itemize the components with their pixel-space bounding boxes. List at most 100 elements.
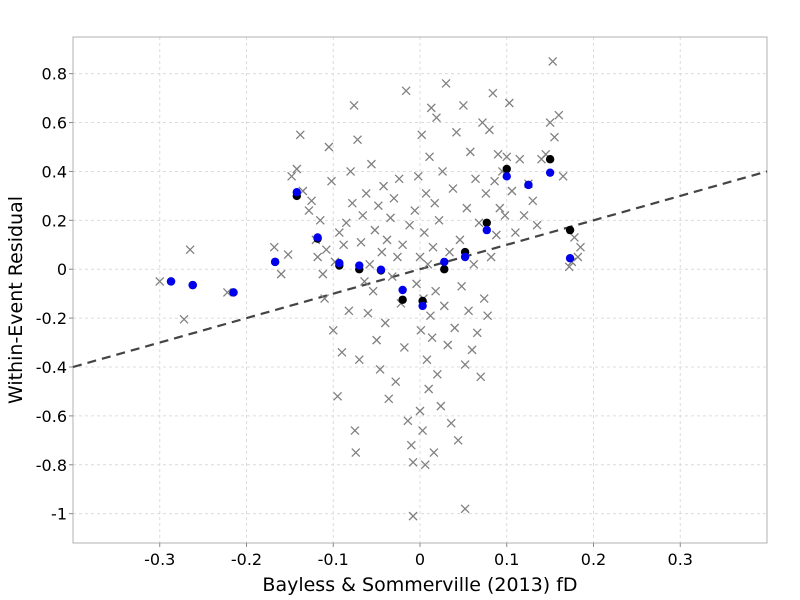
data-point-x	[401, 86, 411, 96]
data-point-x	[423, 259, 433, 269]
data-point-circle	[376, 265, 386, 274]
data-point-x	[500, 210, 510, 220]
data-point-x	[558, 171, 568, 181]
data-point-circle	[292, 188, 302, 197]
data-point-x	[405, 220, 415, 230]
data-point-x	[441, 78, 451, 88]
data-point-x	[403, 416, 413, 426]
data-point-circle	[545, 155, 555, 164]
grid-lines	[73, 37, 767, 543]
data-point-x	[430, 198, 440, 208]
x-tick-label: 0	[415, 550, 425, 569]
data-point-x	[321, 245, 331, 255]
data-point-x	[269, 242, 279, 252]
data-point-x	[413, 171, 423, 181]
data-point-x	[472, 328, 482, 338]
y-tick-label: 0.8	[42, 65, 67, 84]
data-point-x	[380, 318, 390, 328]
data-point-x	[398, 240, 408, 250]
data-point-x	[417, 130, 427, 140]
data-point-x	[373, 201, 383, 211]
data-point-circle	[398, 285, 407, 295]
data-point-circle	[335, 258, 344, 268]
data-point-x	[488, 88, 498, 98]
data-point-x	[292, 164, 302, 174]
data-point-circle	[418, 301, 427, 311]
data-point-circle	[545, 168, 555, 177]
data-point-x	[532, 220, 542, 230]
data-point-circle	[460, 252, 470, 262]
data-point-x	[307, 196, 317, 206]
data-point-x	[446, 418, 456, 428]
data-point-x	[410, 206, 420, 216]
y-tick-label: -0.2	[36, 309, 67, 328]
data-point-x	[354, 355, 364, 365]
data-point-x	[384, 394, 394, 404]
data-point-x	[185, 245, 195, 255]
data-point-circle	[482, 218, 491, 227]
data-point-x	[431, 286, 441, 296]
x-tick-label: 0.2	[581, 550, 606, 569]
data-point-x	[399, 342, 409, 352]
data-point-x	[422, 355, 432, 365]
x-tick-label: -0.1	[318, 550, 349, 569]
data-point-x	[328, 325, 338, 335]
x-tick-label: -0.3	[144, 550, 175, 569]
data-point-x	[416, 325, 426, 335]
data-point-x	[491, 230, 501, 240]
data-point-x	[408, 457, 418, 467]
data-point-x	[481, 188, 491, 198]
data-point-x	[366, 159, 376, 169]
data-point-x	[436, 401, 446, 411]
data-point-x	[382, 235, 392, 245]
data-point-x	[507, 186, 517, 196]
x-tick-label: 0.1	[494, 550, 519, 569]
x-tick-label: 0.3	[668, 550, 693, 569]
data-point-x	[394, 174, 404, 184]
data-point-x	[432, 113, 441, 123]
data-point-x	[576, 242, 585, 252]
data-point-x	[412, 279, 421, 289]
data-point-x	[363, 308, 373, 318]
y-tick-label: -0.8	[36, 456, 67, 475]
data-point-circle	[355, 261, 364, 270]
data-point-circle	[313, 233, 322, 242]
data-point-x	[347, 198, 357, 208]
data-point-x	[408, 511, 418, 521]
y-axis-tick-labels: 0.8 0.6 0.4 0.2 0 -0.2 -0.4 -0.6 -0.8 -1	[36, 65, 67, 524]
data-point-x	[484, 125, 494, 135]
data-point-x	[458, 100, 468, 110]
data-point-x	[448, 184, 458, 194]
data-point-x	[424, 384, 434, 394]
y-tick-label: -1	[51, 505, 67, 524]
data-point-x	[365, 259, 375, 269]
data-point-x	[372, 335, 382, 345]
data-point-circle	[398, 295, 407, 304]
data-point-x	[368, 286, 378, 296]
data-point-x	[179, 314, 189, 324]
data-point-x	[351, 448, 361, 458]
data-point-x	[451, 127, 461, 137]
data-point-x	[443, 340, 453, 350]
data-point-x	[327, 176, 336, 186]
data-point-x	[353, 135, 362, 145]
data-point-x	[425, 152, 435, 162]
data-point-x	[324, 142, 334, 152]
data-point-x	[428, 242, 438, 252]
y-tick-label: 0.6	[42, 114, 67, 133]
data-point-x	[510, 228, 520, 238]
data-point-x	[419, 228, 429, 238]
y-axis-title: Within-Event Residual	[5, 196, 27, 404]
data-point-x	[406, 440, 416, 450]
data-point-x	[349, 100, 359, 110]
series-2	[166, 168, 575, 311]
data-point-circle	[270, 257, 280, 267]
data-point-x	[464, 306, 474, 316]
data-point-x	[439, 301, 449, 311]
data-point-x	[346, 166, 356, 176]
data-point-x	[421, 188, 431, 198]
data-point-x	[389, 193, 399, 203]
data-point-x	[361, 188, 371, 198]
data-point-x	[304, 206, 314, 216]
data-point-x	[341, 218, 351, 228]
